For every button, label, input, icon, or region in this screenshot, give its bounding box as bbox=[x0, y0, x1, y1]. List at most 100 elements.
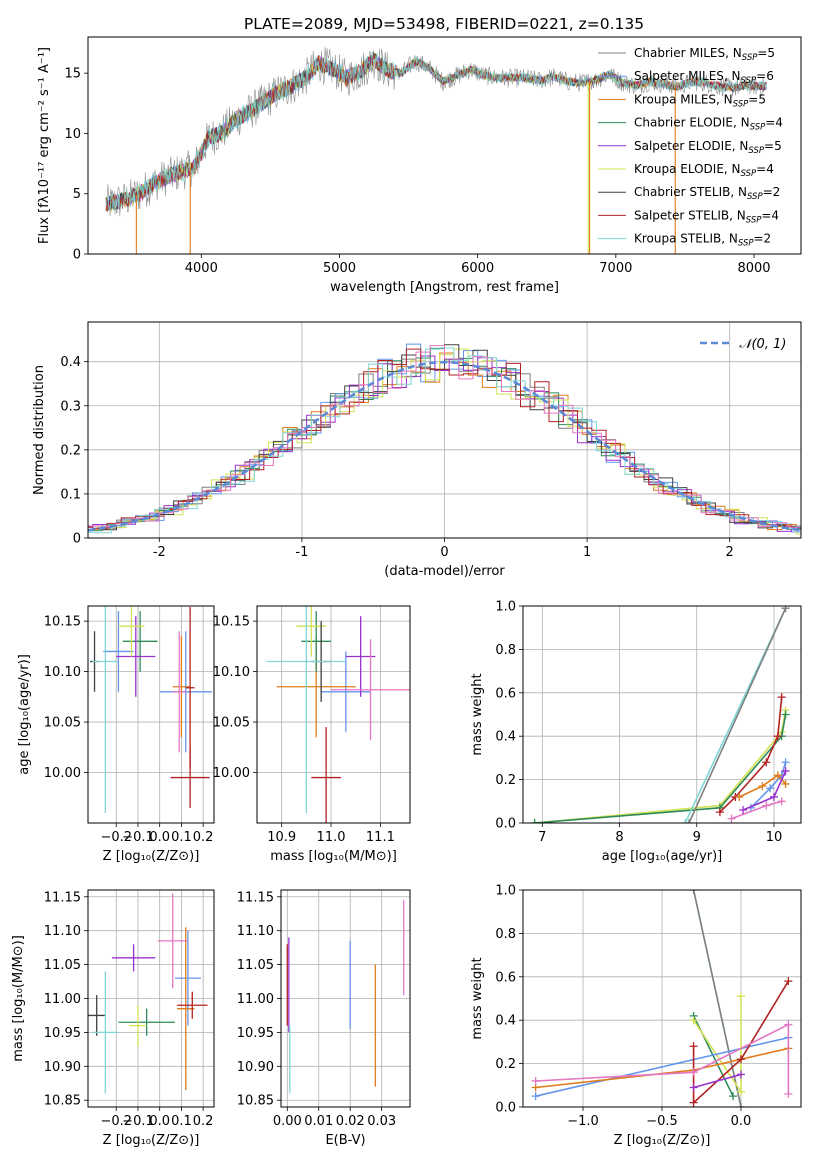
y-tick-label: 10.05 bbox=[44, 716, 81, 731]
mass-weight-line bbox=[688, 607, 787, 823]
y-tick-label: 5 bbox=[73, 187, 81, 202]
age-vs-metallicity-panel: −0.2−0.10.0 0.1 0.2 10.00 10.05 10.10 10.15 Z [… bbox=[17, 605, 215, 864]
x-tick-label: 10.9 bbox=[267, 830, 296, 845]
mass-weight-marker bbox=[781, 710, 790, 719]
y-tick-label: 0.4 bbox=[60, 355, 81, 370]
error-bar-point bbox=[116, 616, 156, 697]
x-tick-label: −0.5 bbox=[646, 1114, 678, 1129]
mass-weight-marker bbox=[777, 693, 786, 702]
y-tick-label: 0 bbox=[73, 248, 81, 263]
mass-weight-marker bbox=[689, 1098, 698, 1107]
axes-frame bbox=[87, 321, 802, 539]
x-axis-label: Z [log₁₀(Z/Z⊙)] bbox=[103, 849, 200, 864]
y-tick-label: 11.05 bbox=[237, 958, 274, 973]
y-tick-label: 0.8 bbox=[495, 643, 516, 658]
y-tick-label: 10.95 bbox=[237, 1026, 274, 1041]
axes-frame bbox=[522, 605, 802, 824]
x-axis-label: (data-model)/error bbox=[384, 564, 505, 579]
error-bar-point bbox=[177, 927, 195, 1091]
x-tick-label: -1 bbox=[295, 545, 308, 560]
y-tick-label: 10.10 bbox=[44, 665, 81, 680]
x-tick-label: −0.1 bbox=[122, 1114, 154, 1129]
mass-vs-extinction-panel: 0.00 0.01 0.02 0.03 10.85 10.90 10.95 11.00 11.0… bbox=[237, 889, 411, 1148]
x-tick-label: 10 bbox=[766, 830, 783, 845]
axes-frame bbox=[522, 889, 802, 1108]
plot-area bbox=[286, 900, 405, 1094]
age-vs-mass-panel: 10.9 11.0 11.1 10.00 10.05 10.10 10.15 mass [lo… bbox=[213, 605, 411, 864]
x-tick-label: 0.0 bbox=[149, 1114, 170, 1129]
y-tick-label: 11.10 bbox=[44, 924, 81, 939]
y-tick-label: 10.05 bbox=[213, 716, 250, 731]
x-tick-label: 0.2 bbox=[193, 1114, 214, 1129]
mass-weight-marker bbox=[773, 732, 782, 741]
x-tick-label: 9 bbox=[693, 830, 701, 845]
legend-label: Kroupa MILES, NSSP=5 bbox=[634, 92, 766, 109]
mass-weight-marker bbox=[736, 1087, 745, 1096]
y-tick-label: 10.85 bbox=[237, 1094, 274, 1109]
y-tick-label: 10.95 bbox=[44, 1026, 81, 1041]
error-bar-point bbox=[331, 639, 410, 741]
y-tick-label: 10.15 bbox=[44, 615, 81, 630]
error-bar-point bbox=[177, 991, 208, 1019]
axes-frame bbox=[87, 36, 802, 255]
error-bar-point bbox=[118, 606, 145, 657]
plot-area bbox=[88, 893, 208, 1094]
y-tick-label: 10 bbox=[64, 127, 81, 142]
mass-weight-marker bbox=[736, 1055, 745, 1064]
mass-weight-marker bbox=[773, 771, 782, 780]
y-tick-label: 0.0 bbox=[495, 1101, 516, 1116]
x-axis-label: age [log₁₀(age/yr)] bbox=[602, 849, 723, 864]
y-tick-label: 11.00 bbox=[44, 992, 81, 1007]
x-axis-label: wavelength [Angstrom, rest frame] bbox=[330, 280, 559, 295]
error-bar-point bbox=[92, 971, 119, 1094]
error-bar-point bbox=[103, 611, 134, 692]
y-tick-label: 10.00 bbox=[213, 766, 250, 781]
y-axis-label: Flux [fλ10⁻¹⁷ erg cm⁻² s⁻¹ A⁻¹] bbox=[37, 47, 52, 244]
mass-weight-marker bbox=[736, 1103, 745, 1107]
mass-weight-marker bbox=[715, 808, 724, 817]
mass-weight-marker bbox=[781, 779, 790, 788]
mass-weight-marker bbox=[689, 1083, 698, 1092]
mass-weight-marker bbox=[736, 1070, 745, 1079]
y-tick-label: 10.00 bbox=[44, 766, 81, 781]
mass-weight-marker bbox=[689, 890, 698, 894]
y-tick-label: 10.90 bbox=[237, 1060, 274, 1075]
figure-title: PLATE=2089, MJD=53498, FIBERID=0221, z=0… bbox=[244, 15, 644, 33]
x-tick-label: 0.1 bbox=[171, 830, 192, 845]
y-tick-label: 0.4 bbox=[495, 730, 516, 745]
plot-area bbox=[266, 606, 410, 823]
plot-area bbox=[105, 47, 767, 254]
mass-weight-line bbox=[535, 1023, 790, 1094]
y-tick-label: 1.0 bbox=[495, 600, 516, 615]
mass-vs-metallicity-panel: −0.2−0.10.0 0.1 0.2 10.85 10.90 10.95 11.00 11.… bbox=[11, 889, 215, 1148]
error-bar-point bbox=[129, 1005, 147, 1046]
legend-label: Chabrier STELIB, NSSP=2 bbox=[634, 185, 780, 202]
mass-weight-marker bbox=[784, 1089, 793, 1098]
x-tick-label: −0.1 bbox=[122, 830, 154, 845]
mass-weight-marker bbox=[685, 819, 694, 823]
y-tick-label: 0 bbox=[73, 532, 81, 547]
mass-weight-marker bbox=[735, 792, 744, 801]
y-tick-label: 10.15 bbox=[213, 615, 250, 630]
x-tick-label: 0.02 bbox=[336, 1114, 365, 1129]
y-axis-label: mass [log₁₀(M/M⊙)] bbox=[11, 935, 26, 1062]
mass-weight-marker bbox=[762, 801, 771, 810]
mass-weight-marker bbox=[681, 819, 690, 823]
error-bar-point bbox=[118, 1008, 175, 1036]
x-tick-label: 7000 bbox=[599, 261, 632, 276]
mass-weight-marker bbox=[784, 977, 793, 986]
mass-weight-line bbox=[750, 761, 787, 809]
y-axis-label: mass weight bbox=[470, 957, 485, 1039]
y-tick-label: 15 bbox=[64, 67, 81, 82]
legend-label: Salpeter MILES, NSSP=6 bbox=[634, 69, 774, 86]
y-tick-label: 0.8 bbox=[495, 927, 516, 942]
error-bar-point bbox=[266, 606, 346, 813]
x-tick-label: 0.03 bbox=[367, 1114, 396, 1129]
x-tick-label: 5000 bbox=[323, 261, 356, 276]
y-axis-label: mass weight bbox=[470, 673, 485, 755]
legend-label: Chabrier MILES, NSSP=5 bbox=[634, 46, 775, 63]
mass-weight-marker bbox=[784, 1020, 793, 1029]
x-tick-label: 0 bbox=[440, 545, 448, 560]
y-tick-label: 1.0 bbox=[495, 884, 516, 899]
x-tick-label: 4000 bbox=[185, 261, 218, 276]
